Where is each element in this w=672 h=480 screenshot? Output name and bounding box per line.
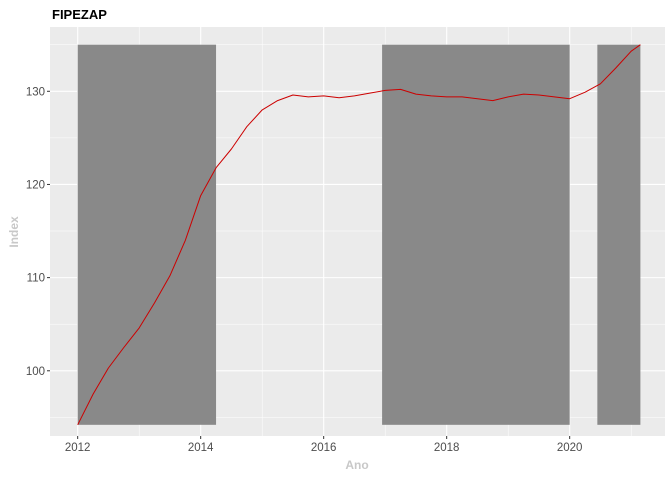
x-axis-label: Ano bbox=[345, 458, 368, 472]
shaded-periods bbox=[77, 44, 641, 425]
chart-title: FIPEZAP bbox=[52, 7, 107, 22]
x-tick-label: 2012 bbox=[65, 442, 91, 454]
y-tick-label: 110 bbox=[27, 273, 45, 285]
x-tick-label: 2018 bbox=[434, 442, 460, 454]
x-tick-label: 2020 bbox=[557, 442, 583, 454]
y-axis-label: Index bbox=[7, 216, 21, 248]
y-tick-label: 120 bbox=[26, 179, 45, 191]
y-tick-label: 130 bbox=[26, 86, 45, 98]
y-axis: 100 110 120 130 bbox=[26, 86, 50, 378]
x-axis: 2012 2014 2016 2018 2020 bbox=[65, 436, 583, 454]
y-tick-label: 100 bbox=[26, 366, 45, 378]
x-tick-label: 2014 bbox=[188, 442, 214, 454]
series-layer bbox=[77, 44, 641, 426]
shaded-period bbox=[597, 44, 641, 425]
x-tick-label: 2016 bbox=[311, 442, 337, 454]
shaded-period bbox=[382, 44, 570, 425]
shaded-period bbox=[77, 44, 217, 425]
series-line bbox=[77, 44, 641, 426]
